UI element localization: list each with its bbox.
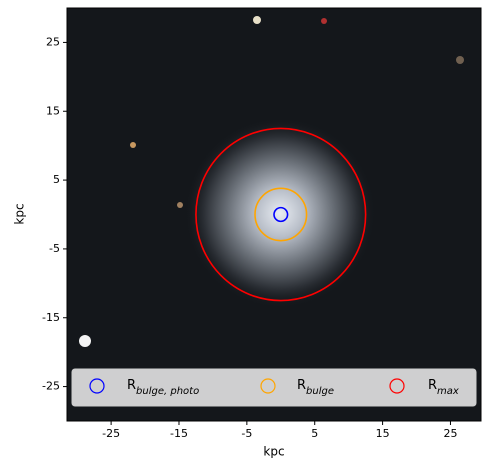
legend-label-base: R <box>127 378 136 393</box>
legend-label-base: R <box>428 378 437 393</box>
legend-label: Rbulge <box>297 378 334 397</box>
legend-marker <box>89 378 105 394</box>
y-tick-label: -25 <box>42 380 60 393</box>
legend-label: Rbulge, photo <box>127 378 199 397</box>
legend-marker <box>389 378 405 394</box>
x-tick-label: -15 <box>170 427 188 440</box>
image-background <box>67 8 481 421</box>
y-tick-label: 25 <box>46 35 60 48</box>
radius-circle <box>195 127 367 302</box>
radius-circle <box>254 187 308 242</box>
y-tick-label: 5 <box>53 173 60 186</box>
y-tick-label: 15 <box>46 104 60 117</box>
legend-label-subscript: max <box>437 386 459 397</box>
legend-marker <box>260 378 276 394</box>
radius-circle <box>273 206 289 223</box>
x-tick-label: -25 <box>102 427 120 440</box>
x-axis-label: kpc <box>263 445 284 459</box>
legend-label: Rmax <box>428 378 459 397</box>
legend-label-subscript: bulge <box>306 386 334 397</box>
y-axis-label: kpc <box>13 203 27 224</box>
legend-box <box>71 368 477 407</box>
legend-label-base: R <box>297 378 306 393</box>
plot-frame <box>66 7 482 422</box>
x-tick-label: 25 <box>443 427 457 440</box>
legend-label-subscript: bulge, photo <box>136 386 199 397</box>
legend: Rbulge, photo Rbulge Rmax <box>71 368 477 407</box>
y-tick-label: -5 <box>49 242 60 255</box>
y-tick-label: -15 <box>42 311 60 324</box>
x-tick-label: 15 <box>376 427 390 440</box>
x-tick-label: -5 <box>241 427 252 440</box>
x-tick-label: 5 <box>311 427 318 440</box>
